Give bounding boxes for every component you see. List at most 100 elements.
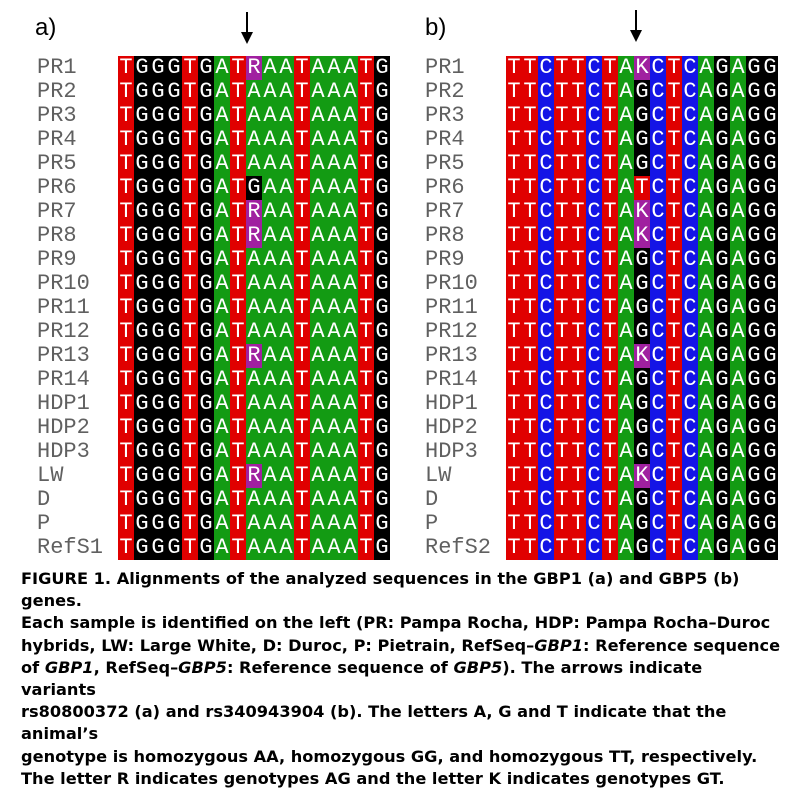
base-T: T [602,200,618,224]
base-G: G [134,512,150,536]
base-A: A [698,488,714,512]
sample-name: PR2 [425,79,465,104]
base-G: G [134,440,150,464]
base-C: C [650,128,666,152]
base-A: A [246,368,262,392]
base-G: G [762,320,778,344]
base-T: T [506,320,522,344]
base-C: C [586,200,602,224]
base-T: T [522,536,538,560]
sample-name: PR14 [37,367,90,392]
base-G: G [634,536,650,560]
base-K: K [634,464,650,488]
base-C: C [586,344,602,368]
base-G: G [714,272,730,296]
base-C: C [586,512,602,536]
base-T: T [358,80,374,104]
base-T: T [182,200,198,224]
base-C: C [682,80,698,104]
base-T: T [554,248,570,272]
base-T: T [506,152,522,176]
base-A: A [262,200,278,224]
base-C: C [538,152,554,176]
caption-line-7: The letter R indicates genotypes AG and … [21,768,725,788]
base-A: A [310,416,326,440]
base-G: G [714,56,730,80]
base-G: G [166,224,182,248]
base-T: T [666,248,682,272]
sample-name: PR9 [37,247,77,272]
base-T: T [230,392,246,416]
base-T: T [230,512,246,536]
base-T: T [666,368,682,392]
base-A: A [262,392,278,416]
base-T: T [602,248,618,272]
base-G: G [714,536,730,560]
base-A: A [262,296,278,320]
base-T: T [570,80,586,104]
base-T: T [554,368,570,392]
base-G: G [134,488,150,512]
base-G: G [150,104,166,128]
base-A: A [730,416,746,440]
base-A: A [310,296,326,320]
base-G: G [198,128,214,152]
base-T: T [230,320,246,344]
base-T: T [554,440,570,464]
base-T: T [230,224,246,248]
base-A: A [310,80,326,104]
base-C: C [682,440,698,464]
base-C: C [586,152,602,176]
base-A: A [730,128,746,152]
base-G: G [198,488,214,512]
base-A: A [326,176,342,200]
base-C: C [586,464,602,488]
base-T: T [182,248,198,272]
base-A: A [618,440,634,464]
base-A: A [730,296,746,320]
base-A: A [326,56,342,80]
caption-gene-name: GBP1 [44,657,94,677]
base-G: G [634,416,650,440]
base-C: C [650,224,666,248]
base-G: G [166,464,182,488]
sample-name: HDP1 [425,391,478,416]
base-T: T [358,536,374,560]
base-G: G [198,176,214,200]
variant-arrow-icon-b [630,10,642,42]
base-G: G [198,536,214,560]
sample-name: LW [37,463,64,488]
base-A: A [326,272,342,296]
sample-name: D [37,487,51,512]
base-G: G [246,176,262,200]
base-K: K [634,344,650,368]
base-A: A [698,536,714,560]
base-T: T [522,176,538,200]
sample-name: PR2 [37,79,77,104]
base-G: G [762,392,778,416]
base-A: A [278,344,294,368]
base-G: G [634,320,650,344]
base-G: G [714,320,730,344]
base-T: T [506,536,522,560]
base-A: A [618,104,634,128]
base-T: T [294,128,310,152]
base-T: T [570,152,586,176]
base-C: C [682,344,698,368]
base-A: A [262,80,278,104]
base-G: G [198,368,214,392]
base-T: T [230,272,246,296]
base-T: T [554,80,570,104]
base-A: A [246,272,262,296]
base-T: T [358,320,374,344]
base-T: T [118,320,134,344]
base-T: T [602,488,618,512]
base-T: T [602,224,618,248]
base-G: G [762,488,778,512]
base-G: G [762,80,778,104]
